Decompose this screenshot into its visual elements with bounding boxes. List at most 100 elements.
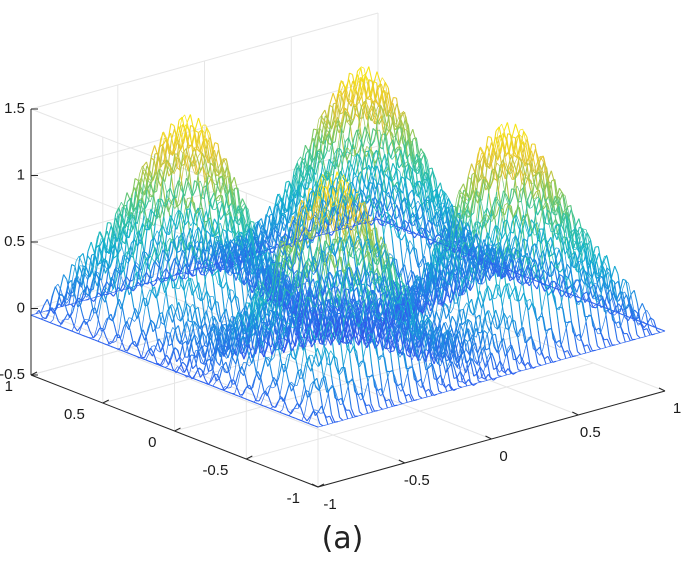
mesh-segment [268,340,273,356]
mesh-segment [227,359,232,374]
mesh-segment [141,356,145,359]
mesh-segment [46,320,51,324]
mesh-segment [263,391,268,397]
mesh-segment [375,255,380,283]
mesh-segment [282,412,287,416]
mesh-segment [194,117,200,130]
mesh-segment [327,393,333,415]
mesh-segment [350,116,356,126]
mesh-segment [244,309,249,328]
mesh-segment [548,290,553,296]
mesh-segment [235,337,240,340]
mesh-segment [307,364,312,372]
mesh-segment [323,188,329,203]
mesh-segment [263,353,269,367]
mesh-segment [119,282,124,291]
mesh-segment [175,237,180,260]
mesh-segment [199,380,204,383]
mesh-segment [40,318,44,321]
mesh-segment [303,345,309,366]
mesh-segment [357,392,362,396]
mesh-segment [172,259,177,277]
mesh-segment [234,371,240,384]
mesh-segment [564,321,569,324]
mesh-segment [200,345,205,358]
mesh-segment [146,165,151,172]
mesh-segment [104,317,109,330]
mesh-segment [166,354,171,361]
mesh-segment [84,251,89,275]
mesh-segment [279,395,284,402]
mesh-segment [171,312,177,323]
mesh-segment [269,213,274,216]
mesh-segment [517,341,523,362]
mesh-segment [153,354,158,364]
mesh-segment [386,267,392,290]
mesh-segment [442,359,447,373]
mesh-segment [99,260,104,277]
mesh-segment [557,357,562,361]
mesh-segment [182,340,187,344]
mesh-segment [577,351,582,355]
mesh-segment [141,288,146,307]
mesh-segment [163,228,168,255]
mesh-segment [368,231,373,246]
mesh-segment [177,180,183,190]
mesh-segment [198,331,204,345]
mesh-segment [117,248,122,255]
mesh-segment [284,364,289,380]
mesh-segment [94,339,99,342]
mesh-segment [140,331,146,341]
mesh-segment [211,272,216,277]
mesh-segment [271,341,276,351]
mesh-segment [309,410,314,417]
mesh-segment [157,302,162,323]
mesh-segment [303,383,308,398]
mesh-segment [174,194,179,208]
mesh-segment [410,393,415,401]
mesh-segment [339,339,345,367]
mesh-segment [220,356,225,372]
mesh-segment [224,182,229,194]
mesh-segment [310,359,315,372]
mesh-segment [125,220,130,227]
mesh-segment [171,137,177,155]
mesh-segment [338,212,343,222]
mesh-segment [91,338,95,341]
mesh-segment [248,303,253,318]
mesh-segment [390,350,395,353]
mesh-segment [485,347,490,351]
mesh-segment [305,257,310,264]
mesh-segment [166,187,171,193]
mesh-segment [236,387,241,396]
mesh-segment [186,125,192,145]
mesh-segment [124,265,129,288]
mesh-segment [222,281,227,289]
mesh-segment [308,391,313,406]
mesh-segment [280,313,286,322]
mesh-segment [181,232,186,245]
mesh-segment [136,311,141,320]
mesh-segment [358,258,363,266]
mesh-segment [233,348,238,357]
mesh-segment [428,388,433,396]
mesh-segment [387,376,392,399]
mesh-segment [119,255,124,273]
mesh-segment [252,392,257,401]
mesh-segment [99,239,104,247]
mesh-segment [322,411,327,418]
mesh-segment [399,238,404,268]
mesh-segment [128,318,133,330]
mesh-segment [198,282,203,296]
mesh-segment [337,397,342,401]
surface-plot: -0.500.511.5-1-0.500.51-1-0.500.51 [0,12,681,513]
mesh-segment [177,371,182,375]
mesh-segment [479,290,484,302]
mesh-segment [362,226,368,236]
mesh-segment [211,355,216,371]
mesh-segment [500,286,505,298]
mesh-segment [121,342,126,351]
mesh-segment [316,413,321,425]
mesh-segment [153,323,159,342]
mesh-segment [45,312,50,319]
